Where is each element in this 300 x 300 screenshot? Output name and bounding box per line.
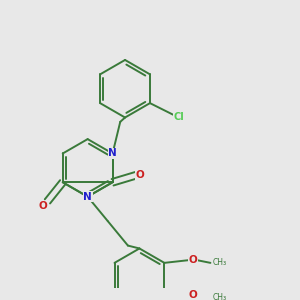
Text: CH₃: CH₃: [212, 293, 226, 300]
Text: O: O: [38, 201, 47, 211]
Text: O: O: [189, 290, 197, 299]
Text: N: N: [108, 148, 117, 158]
Text: N: N: [83, 192, 92, 202]
Text: Cl: Cl: [173, 112, 184, 122]
Text: N: N: [83, 192, 92, 202]
Text: CH₃: CH₃: [212, 258, 226, 267]
Text: O: O: [189, 255, 197, 265]
Text: O: O: [136, 170, 144, 180]
